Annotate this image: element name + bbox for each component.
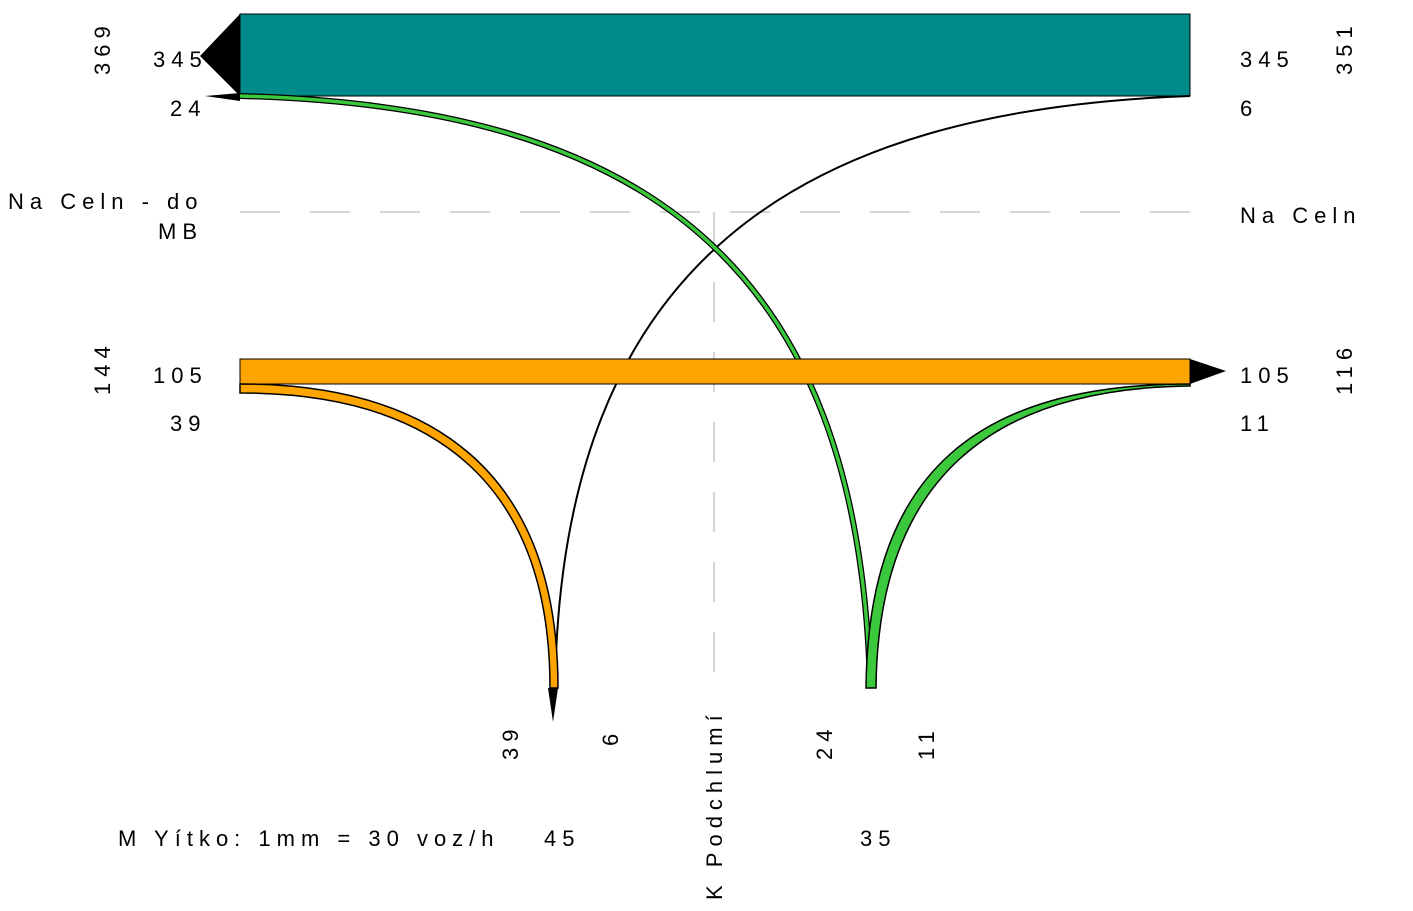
upper-flow-arrowhead xyxy=(200,14,240,96)
south-left-total-label: 45 xyxy=(544,826,580,851)
west-bottom-through-label: 105 xyxy=(153,363,208,388)
south-flow-arrowhead xyxy=(548,688,558,722)
west-arm-name-line1: Na Celn - do xyxy=(8,189,204,214)
east-bottom-total-label: 116 xyxy=(1332,342,1357,395)
lower-west-turn-flow xyxy=(239,383,559,689)
west-top-total-label: 369 xyxy=(90,20,115,75)
lower-through-flow-bar xyxy=(239,358,1191,385)
south-left-in-b-label: 6 xyxy=(598,728,623,746)
west-arm-name-line2: MB xyxy=(158,219,203,244)
east-bottom-through-label: 105 xyxy=(1240,363,1295,388)
east-top-total-label: 351 xyxy=(1332,20,1357,75)
scale-caption: M Yítko: 1mm = 30 voz/h xyxy=(118,826,500,851)
east-top-through-label: 345 xyxy=(1240,47,1295,72)
upper-left-turn-wedge xyxy=(205,93,240,101)
east-bottom-turn-label: 11 xyxy=(1240,411,1275,436)
south-right-in-b-label: 11 xyxy=(914,725,939,760)
west-top-turn-label: 24 xyxy=(170,96,206,121)
east-top-turn-label: 6 xyxy=(1240,96,1258,121)
east-to-south-turn-flow xyxy=(554,95,1191,691)
west-top-through-label: 345 xyxy=(153,47,208,72)
south-right-total-label: 35 xyxy=(860,826,896,851)
south-right-in-a-label: 24 xyxy=(812,724,837,760)
lower-flow-arrowhead xyxy=(1190,359,1226,384)
west-bottom-turn-label: 39 xyxy=(170,411,206,436)
east-arm-name: Na Celn xyxy=(1240,203,1361,228)
south-left-in-a-label: 39 xyxy=(498,724,523,760)
west-bottom-total-label: 144 xyxy=(90,340,115,395)
upper-through-flow-bar xyxy=(239,13,1191,97)
lower-east-turn-flow xyxy=(865,383,1191,689)
west-to-south-turn-fill xyxy=(239,94,872,689)
south-arm-name: K Podchlumí xyxy=(702,709,727,900)
